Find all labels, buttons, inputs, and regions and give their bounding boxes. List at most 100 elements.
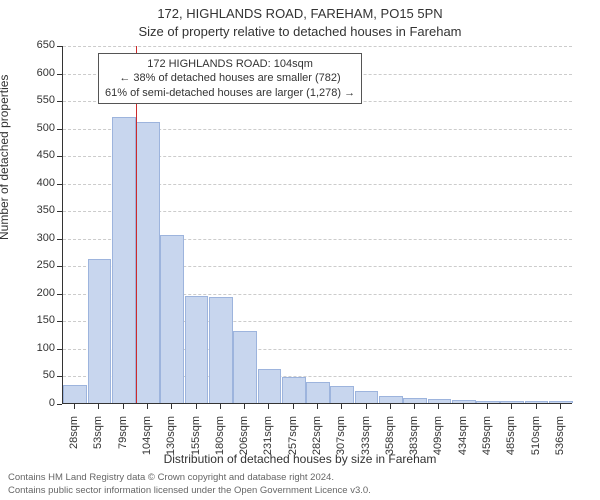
xtick-mark xyxy=(317,404,318,409)
histogram-bar xyxy=(282,377,306,403)
xtick-mark xyxy=(147,404,148,409)
gridline xyxy=(63,46,572,47)
xtick-mark xyxy=(341,404,342,409)
xtick-label: 485sqm xyxy=(505,416,517,466)
ytick-label: 100 xyxy=(27,342,55,354)
xtick-mark xyxy=(438,404,439,409)
xtick-mark xyxy=(293,404,294,409)
info-box: 172 HIGHLANDS ROAD: 104sqm← 38% of detac… xyxy=(98,53,362,104)
xtick-label: 206sqm xyxy=(238,416,250,466)
ytick-label: 400 xyxy=(27,177,55,189)
footer-attribution: Contains HM Land Registry data © Crown c… xyxy=(8,472,371,497)
ytick-label: 300 xyxy=(27,232,55,244)
xtick-label: 180sqm xyxy=(214,416,226,466)
chart-container: 172, HIGHLANDS ROAD, FAREHAM, PO15 5PN S… xyxy=(0,0,600,500)
ytick-mark xyxy=(57,101,62,102)
ytick-label: 250 xyxy=(27,259,55,271)
xtick-label: 358sqm xyxy=(384,416,396,466)
xtick-mark xyxy=(268,404,269,409)
info-box-line-3: 61% of semi-detached houses are larger (… xyxy=(105,86,355,100)
histogram-bar xyxy=(452,400,476,403)
ytick-label: 200 xyxy=(27,287,55,299)
ytick-mark xyxy=(57,349,62,350)
xtick-label: 536sqm xyxy=(554,416,566,466)
xtick-label: 79sqm xyxy=(117,416,129,466)
xtick-label: 53sqm xyxy=(92,416,104,466)
xtick-label: 282sqm xyxy=(311,416,323,466)
xtick-label: 434sqm xyxy=(457,416,469,466)
xtick-label: 409sqm xyxy=(432,416,444,466)
ytick-label: 150 xyxy=(27,314,55,326)
xtick-label: 257sqm xyxy=(287,416,299,466)
histogram-bar xyxy=(355,391,379,403)
histogram-bar xyxy=(185,296,209,403)
xtick-label: 459sqm xyxy=(481,416,493,466)
ytick-mark xyxy=(57,321,62,322)
title-line-2: Size of property relative to detached ho… xyxy=(0,24,600,39)
histogram-bar xyxy=(549,401,573,403)
xtick-label: 231sqm xyxy=(262,416,274,466)
footer-line-1: Contains HM Land Registry data © Crown c… xyxy=(8,472,371,484)
histogram-bar xyxy=(63,385,87,403)
xtick-mark xyxy=(171,404,172,409)
y-axis-label: Number of detached properties xyxy=(0,75,11,240)
xtick-mark xyxy=(123,404,124,409)
histogram-bar xyxy=(88,259,112,403)
histogram-bar xyxy=(403,398,427,404)
plot-area: 172 HIGHLANDS ROAD: 104sqm← 38% of detac… xyxy=(62,46,572,404)
ytick-label: 350 xyxy=(27,204,55,216)
info-box-line-2: ← 38% of detached houses are smaller (78… xyxy=(105,71,355,85)
ytick-label: 650 xyxy=(27,39,55,51)
ytick-mark xyxy=(57,239,62,240)
xtick-mark xyxy=(196,404,197,409)
histogram-bar xyxy=(160,235,184,403)
footer-line-2: Contains public sector information licen… xyxy=(8,485,371,497)
xtick-label: 510sqm xyxy=(530,416,542,466)
ytick-mark xyxy=(57,266,62,267)
xtick-label: 333sqm xyxy=(360,416,372,466)
xtick-mark xyxy=(98,404,99,409)
xtick-mark xyxy=(220,404,221,409)
xtick-mark xyxy=(511,404,512,409)
histogram-bar xyxy=(209,297,233,403)
xtick-mark xyxy=(487,404,488,409)
xtick-label: 104sqm xyxy=(141,416,153,466)
ytick-mark xyxy=(57,404,62,405)
ytick-mark xyxy=(57,184,62,185)
info-box-line-1: 172 HIGHLANDS ROAD: 104sqm xyxy=(105,57,355,71)
xtick-mark xyxy=(560,404,561,409)
ytick-mark xyxy=(57,156,62,157)
histogram-bar xyxy=(525,401,549,403)
ytick-mark xyxy=(57,46,62,47)
ytick-label: 0 xyxy=(27,397,55,409)
xtick-label: 307sqm xyxy=(335,416,347,466)
ytick-label: 550 xyxy=(27,94,55,106)
xtick-mark xyxy=(414,404,415,409)
ytick-label: 500 xyxy=(27,122,55,134)
xtick-label: 155sqm xyxy=(190,416,202,466)
xtick-label: 383sqm xyxy=(408,416,420,466)
xtick-mark xyxy=(74,404,75,409)
xtick-label: 28sqm xyxy=(68,416,80,466)
ytick-label: 450 xyxy=(27,149,55,161)
histogram-bar xyxy=(428,399,452,403)
histogram-bar xyxy=(136,122,160,403)
ytick-mark xyxy=(57,74,62,75)
xtick-mark xyxy=(536,404,537,409)
histogram-bar xyxy=(500,401,524,403)
histogram-bar xyxy=(379,396,403,403)
histogram-bar xyxy=(258,369,282,403)
xtick-mark xyxy=(244,404,245,409)
xtick-mark xyxy=(366,404,367,409)
histogram-bar xyxy=(112,117,136,403)
histogram-bar xyxy=(306,382,330,403)
ytick-mark xyxy=(57,129,62,130)
ytick-label: 600 xyxy=(27,67,55,79)
ytick-mark xyxy=(57,294,62,295)
histogram-bar xyxy=(476,401,500,403)
xtick-mark xyxy=(463,404,464,409)
xtick-label: 130sqm xyxy=(165,416,177,466)
ytick-mark xyxy=(57,211,62,212)
xtick-mark xyxy=(390,404,391,409)
title-line-1: 172, HIGHLANDS ROAD, FAREHAM, PO15 5PN xyxy=(0,6,600,21)
